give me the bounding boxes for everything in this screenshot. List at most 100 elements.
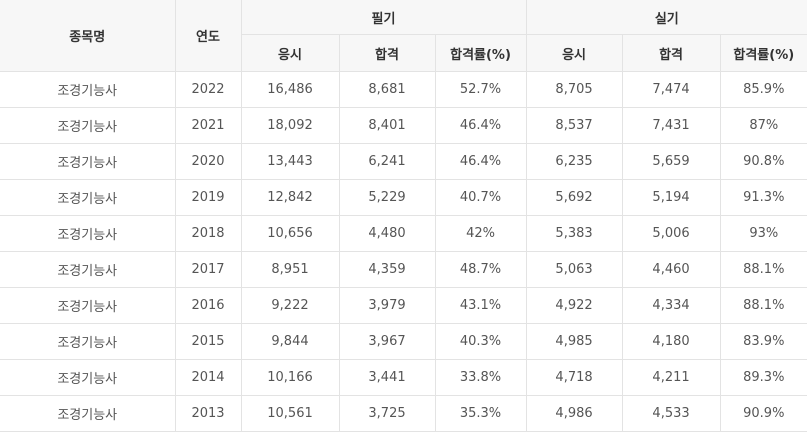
cell-practical-applicants: 8,705 (525, 71, 623, 108)
cell-item-name: 조경기능사 (0, 287, 176, 324)
cell-year: 2018 (174, 215, 242, 252)
cell-year: 2014 (174, 359, 242, 396)
cell-year: 2017 (174, 251, 242, 288)
cell-year: 2019 (174, 179, 242, 216)
cell-written-passed: 6,241 (338, 143, 436, 180)
cell-year: 2021 (174, 107, 242, 144)
cell-practical-passed: 4,211 (621, 359, 721, 396)
cell-practical-applicants: 5,063 (525, 251, 623, 288)
cell-practical-passed: 4,334 (621, 287, 721, 324)
cell-written-applicants: 16,486 (240, 71, 340, 108)
table-row: 조경기능사 2018 10,656 4,480 42% 5,383 5,006 … (0, 215, 807, 252)
cell-written-passed: 3,967 (338, 323, 436, 360)
cell-written-passed: 8,401 (338, 107, 436, 144)
cell-written-pass-rate: 46.4% (434, 107, 527, 144)
cell-written-applicants: 10,656 (240, 215, 340, 252)
cell-practical-applicants: 4,986 (525, 395, 623, 432)
cell-written-pass-rate: 42% (434, 215, 527, 252)
table-row: 조경기능사 2017 8,951 4,359 48.7% 5,063 4,460… (0, 251, 807, 288)
cell-practical-passed: 5,659 (621, 143, 721, 180)
cell-written-pass-rate: 43.1% (434, 287, 527, 324)
cell-item-name: 조경기능사 (0, 359, 176, 396)
cell-practical-pass-rate: 90.9% (719, 395, 807, 432)
cell-practical-passed: 4,533 (621, 395, 721, 432)
cell-written-applicants: 12,842 (240, 179, 340, 216)
cell-written-passed: 8,681 (338, 71, 436, 108)
table-row: 조경기능사 2020 13,443 6,241 46.4% 6,235 5,65… (0, 143, 807, 180)
cell-practical-passed: 7,431 (621, 107, 721, 144)
cell-practical-applicants: 8,537 (525, 107, 623, 144)
header-item-name: 종목명 (0, 0, 176, 72)
header-written-exam: 필기 (240, 0, 527, 35)
cell-written-applicants: 13,443 (240, 143, 340, 180)
cell-written-passed: 4,480 (338, 215, 436, 252)
table-body: 조경기능사 2022 16,486 8,681 52.7% 8,705 7,47… (0, 71, 807, 432)
cell-written-applicants: 9,844 (240, 323, 340, 360)
cell-item-name: 조경기능사 (0, 107, 176, 144)
cell-practical-pass-rate: 89.3% (719, 359, 807, 396)
cell-written-pass-rate: 48.7% (434, 251, 527, 288)
cell-year: 2016 (174, 287, 242, 324)
cell-written-pass-rate: 52.7% (434, 71, 527, 108)
cell-written-passed: 3,725 (338, 395, 436, 432)
cell-written-passed: 5,229 (338, 179, 436, 216)
cell-item-name: 조경기능사 (0, 251, 176, 288)
cell-practical-passed: 5,006 (621, 215, 721, 252)
cell-practical-passed: 5,194 (621, 179, 721, 216)
cell-practical-passed: 4,180 (621, 323, 721, 360)
cell-written-passed: 3,441 (338, 359, 436, 396)
cell-written-pass-rate: 40.3% (434, 323, 527, 360)
cell-item-name: 조경기능사 (0, 395, 176, 432)
cell-practical-pass-rate: 87% (719, 107, 807, 144)
cell-practical-applicants: 4,985 (525, 323, 623, 360)
cell-practical-passed: 4,460 (621, 251, 721, 288)
cell-practical-applicants: 6,235 (525, 143, 623, 180)
cell-item-name: 조경기능사 (0, 179, 176, 216)
header-year: 연도 (174, 0, 242, 72)
table-row: 조경기능사 2019 12,842 5,229 40.7% 5,692 5,19… (0, 179, 807, 216)
cell-year: 2020 (174, 143, 242, 180)
cell-practical-applicants: 4,718 (525, 359, 623, 396)
table-row: 조경기능사 2022 16,486 8,681 52.7% 8,705 7,47… (0, 71, 807, 108)
cell-written-applicants: 18,092 (240, 107, 340, 144)
cell-practical-pass-rate: 88.1% (719, 251, 807, 288)
cell-written-pass-rate: 40.7% (434, 179, 527, 216)
cell-practical-applicants: 5,692 (525, 179, 623, 216)
cell-practical-pass-rate: 93% (719, 215, 807, 252)
cell-practical-passed: 7,474 (621, 71, 721, 108)
cell-written-applicants: 9,222 (240, 287, 340, 324)
table-row: 조경기능사 2015 9,844 3,967 40.3% 4,985 4,180… (0, 323, 807, 360)
table-row: 조경기능사 2021 18,092 8,401 46.4% 8,537 7,43… (0, 107, 807, 144)
cell-year: 2015 (174, 323, 242, 360)
cell-written-pass-rate: 33.8% (434, 359, 527, 396)
header-practical-pass-rate: 합격률(%) (719, 34, 807, 72)
cell-written-applicants: 8,951 (240, 251, 340, 288)
cell-item-name: 조경기능사 (0, 215, 176, 252)
cell-written-applicants: 10,561 (240, 395, 340, 432)
cell-written-passed: 4,359 (338, 251, 436, 288)
cell-practical-pass-rate: 88.1% (719, 287, 807, 324)
table-row: 조경기능사 2014 10,166 3,441 33.8% 4,718 4,21… (0, 359, 807, 396)
table-row: 조경기능사 2013 10,561 3,725 35.3% 4,986 4,53… (0, 395, 807, 432)
cell-year: 2022 (174, 71, 242, 108)
table-row: 조경기능사 2016 9,222 3,979 43.1% 4,922 4,334… (0, 287, 807, 324)
cell-practical-pass-rate: 91.3% (719, 179, 807, 216)
cell-written-passed: 3,979 (338, 287, 436, 324)
cell-written-pass-rate: 46.4% (434, 143, 527, 180)
header-practical-applicants: 응시 (525, 34, 623, 72)
header-written-applicants: 응시 (240, 34, 340, 72)
header-written-pass-rate: 합격률(%) (434, 34, 527, 72)
cell-practical-applicants: 5,383 (525, 215, 623, 252)
cell-practical-pass-rate: 90.8% (719, 143, 807, 180)
cell-practical-pass-rate: 85.9% (719, 71, 807, 108)
cell-item-name: 조경기능사 (0, 71, 176, 108)
cell-written-applicants: 10,166 (240, 359, 340, 396)
cell-item-name: 조경기능사 (0, 143, 176, 180)
header-practical-exam: 실기 (525, 0, 807, 35)
cell-written-pass-rate: 35.3% (434, 395, 527, 432)
header-written-passed: 합격 (338, 34, 436, 72)
cell-practical-applicants: 4,922 (525, 287, 623, 324)
cell-year: 2013 (174, 395, 242, 432)
cell-practical-pass-rate: 83.9% (719, 323, 807, 360)
